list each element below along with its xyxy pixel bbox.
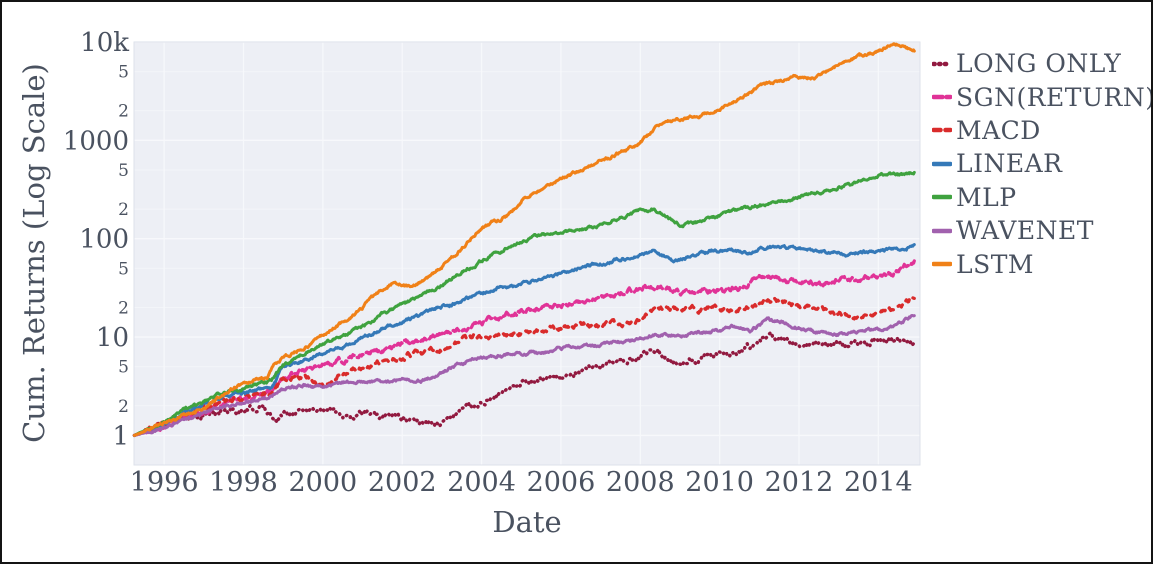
x-tick-label: 2000 xyxy=(289,467,358,498)
y-tick-label: 10 xyxy=(96,323,129,353)
y-tick-label: 2 xyxy=(118,298,129,318)
legend-swatch-long-only xyxy=(932,61,952,66)
series-line-lstm xyxy=(132,42,916,437)
x-tick-label: 2004 xyxy=(447,467,516,498)
x-tick-label: 2008 xyxy=(606,467,675,498)
x-tick-label: 2012 xyxy=(765,467,834,498)
series-line-long-only xyxy=(132,331,916,438)
legend-item-long-only: LONG ONLY xyxy=(932,47,1151,80)
legend-item-linear: LINEAR xyxy=(932,147,1151,180)
legend-item-mlp: MLP xyxy=(932,181,1151,214)
y-axis-title: Cum. Returns (Log Scale) xyxy=(17,63,51,443)
y-tick-label: 10k xyxy=(80,28,129,58)
legend-label: LSTM xyxy=(956,249,1035,279)
x-tick-label: 1996 xyxy=(130,467,199,498)
x-tick-label: 2014 xyxy=(844,467,913,498)
x-tick-label: 1998 xyxy=(209,467,278,498)
y-tick-label: 5 xyxy=(118,161,129,181)
y-tick-label: 5 xyxy=(118,63,129,83)
legend-swatch-sgn-return xyxy=(932,94,952,100)
legend-swatch-macd xyxy=(932,128,952,133)
axis-ticks: 1 2 5 10 2 5 100 2 5 1000 2 5 10k 1996 1998 2000 2002 200… xyxy=(63,28,913,498)
y-tick-label: 1000 xyxy=(63,126,129,156)
x-tick-label: 2010 xyxy=(685,467,754,498)
y-tick-label: 5 xyxy=(118,358,129,378)
legend-label: MACD xyxy=(956,115,1041,145)
x-tick-label: 2006 xyxy=(527,467,596,498)
y-tick-label: 1 xyxy=(112,421,129,451)
legend-label: LINEAR xyxy=(956,149,1063,179)
legend-item-wavenet: WAVENET xyxy=(932,214,1151,247)
gridlines xyxy=(133,41,921,466)
legend-label: WAVENET xyxy=(956,216,1094,246)
series-lines xyxy=(132,42,916,438)
legend-swatch-lstm xyxy=(932,261,952,267)
x-tick-label: 2002 xyxy=(368,467,437,498)
legend-swatch-wavenet xyxy=(932,228,952,233)
y-tick-label: 2 xyxy=(118,200,129,220)
legend: LONG ONLY SGN(RETURN) MACD LINEAR MLP WAVENET… xyxy=(932,47,1153,281)
series-line-macd xyxy=(132,295,916,437)
series-line-wavenet xyxy=(132,314,916,437)
y-tick-label: 100 xyxy=(79,225,129,255)
legend-label: SGN(RETURN) xyxy=(956,82,1153,112)
legend-label: MLP xyxy=(956,182,1017,212)
x-axis-title: Date xyxy=(492,505,561,539)
y-tick-label: 5 xyxy=(118,259,129,279)
legend-item-lstm: LSTM xyxy=(932,247,1151,280)
legend-swatch-linear xyxy=(932,161,952,167)
legend-swatch-mlp xyxy=(932,195,952,200)
legend-item-macd: MACD xyxy=(932,114,1151,147)
y-tick-label: 2 xyxy=(118,102,129,122)
legend-label: LONG ONLY xyxy=(956,49,1122,79)
series-line-mlp xyxy=(132,170,916,437)
series-line-linear xyxy=(132,243,916,437)
legend-item-sgn-return: SGN(RETURN) xyxy=(932,80,1153,113)
y-tick-label: 2 xyxy=(118,397,129,417)
